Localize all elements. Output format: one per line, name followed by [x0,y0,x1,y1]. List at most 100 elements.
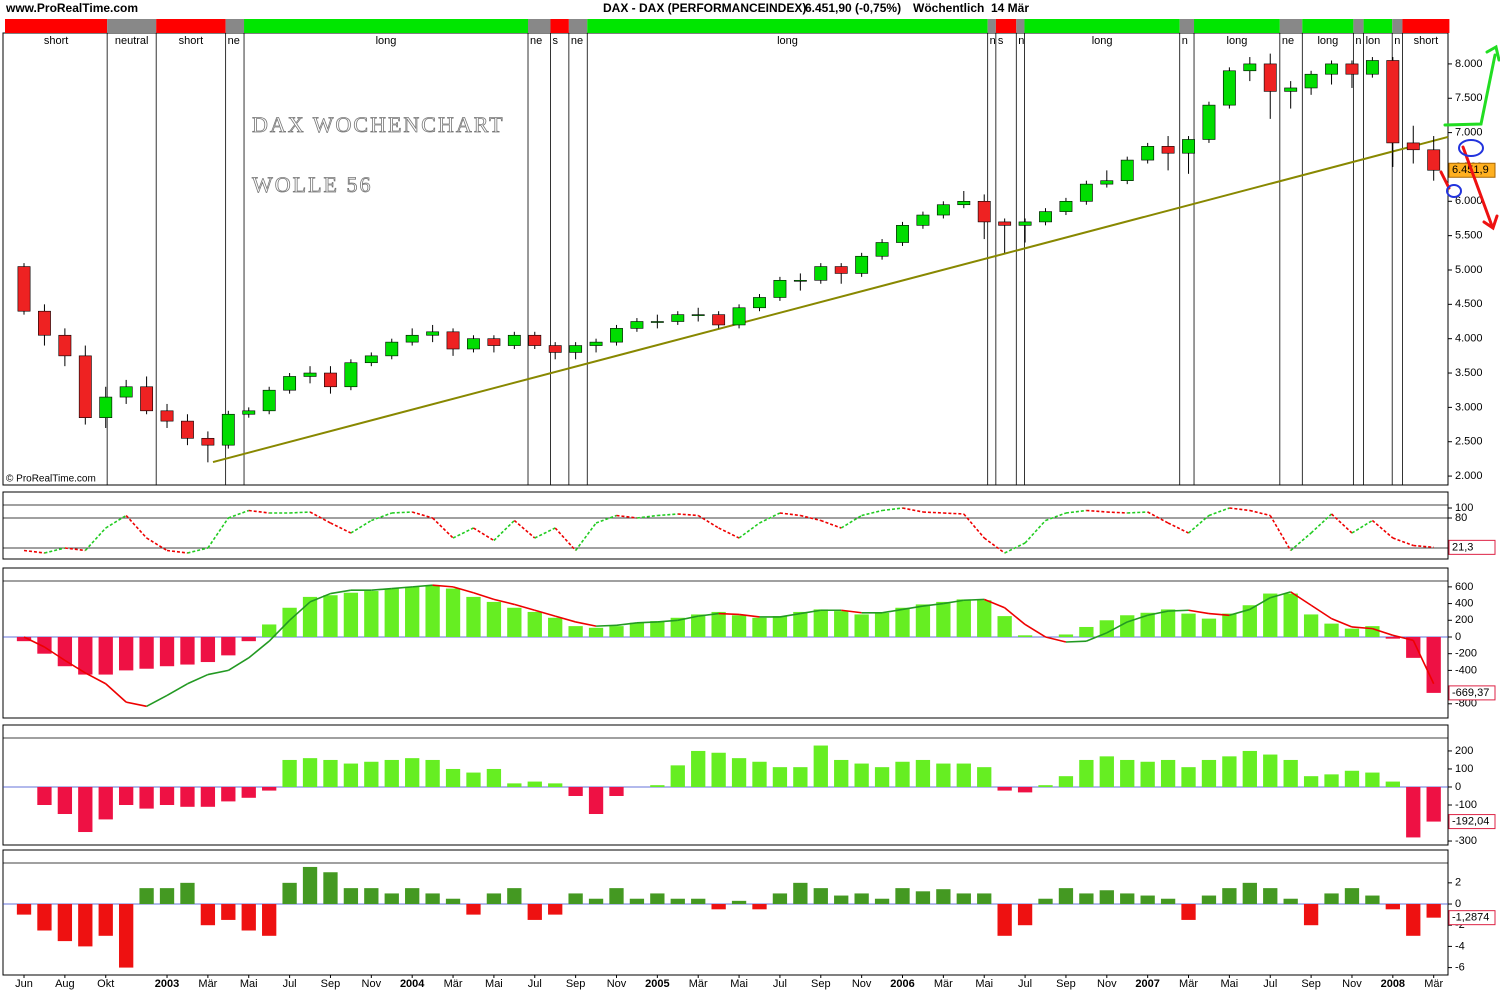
candle-body [160,410,174,422]
bar [221,904,236,920]
bar [874,898,890,905]
bar [1365,626,1380,637]
indicator-line [1229,507,1250,512]
y-tick-label: 3.000 [1455,401,1483,413]
candle-body [569,345,583,353]
indicator-line [881,507,903,512]
bar [588,898,604,905]
indicator-line [432,584,454,588]
indicator-line [1290,532,1312,552]
site-name[interactable]: www.ProRealTime.com [5,1,138,15]
bar [711,904,726,910]
bar [772,616,788,637]
bar [711,611,726,637]
regime-label: n [1355,35,1361,47]
indicator-line [289,511,311,514]
regime-label: short [1414,35,1438,47]
indicator-line [738,613,760,618]
candle-body [1141,146,1155,161]
regime-label: ne [530,35,542,47]
indicator-line [779,512,801,517]
candle-body [793,279,807,282]
indicator-line [227,657,250,672]
regime-segment [587,19,988,33]
regime-segment [1392,19,1403,33]
indicator-line [1024,623,1046,638]
y-tick-label: -4 [1455,940,1465,952]
bar [1058,634,1074,637]
bar [1201,759,1217,787]
x-tick-label: Jul [283,978,297,990]
regime-segment [528,19,551,33]
regime-label: long [1092,35,1113,47]
indicator-line [411,511,433,519]
candle-body [753,297,766,309]
x-tick-label: 2008 [1381,978,1405,990]
regime-label: n [990,35,996,47]
regime-label: long [376,35,397,47]
bar [936,763,951,787]
bar [1385,636,1400,639]
candle-body [998,221,1012,226]
candle-body [650,321,664,323]
bar [302,758,318,787]
indicator-line [616,621,638,627]
regime-segment [1363,19,1393,33]
bar [1099,756,1114,787]
candle-body [1100,180,1114,185]
regime-segment [156,19,226,33]
indicator-line [473,527,495,542]
bar [241,786,256,798]
bar [1263,754,1278,787]
bar [323,759,338,787]
bar [343,888,359,905]
regime-label: short [44,35,68,47]
indicator-line [922,602,944,607]
candle-body [548,345,562,353]
bar [548,904,563,915]
y-tick-label: 3.500 [1455,367,1483,379]
candle-body [344,362,358,388]
bar [262,624,277,637]
bar [507,888,522,905]
bar [78,786,93,833]
green-arrow [1443,53,1497,127]
candle-body [1386,60,1400,144]
candle-body [262,389,276,412]
y-tick-label: 4.000 [1455,333,1483,345]
bar [1283,593,1298,637]
indicator-line [1004,607,1026,626]
bar [364,591,379,637]
bar [895,607,910,637]
indicator-line [166,683,188,697]
bar [507,607,522,637]
candle-body [610,328,623,343]
bar [364,761,379,787]
bar [997,904,1012,936]
bar [119,636,134,671]
annotation: WOLLE 56 [252,172,372,197]
indicator-line [330,522,352,534]
bar [1385,781,1400,787]
period-info: Wöchentlich 14 Mär [913,1,1029,15]
bar [834,895,849,905]
indicator-line [820,519,842,529]
indicator-line [207,517,229,549]
indicator-line [1065,640,1087,643]
bar [1017,904,1033,926]
candle-body [732,307,746,326]
indicator-line [616,514,638,519]
bar [548,783,563,787]
candle-body [324,372,337,388]
bar [1079,759,1094,787]
regime-segment [107,19,157,33]
indicator-line [330,589,352,595]
indicator-line [575,621,597,627]
indicator-line [657,513,678,517]
bar [691,750,706,787]
bar [200,636,216,663]
bar [119,904,134,968]
regime-segment [1024,19,1180,33]
indicator-line [1351,519,1373,534]
bar [1303,776,1319,787]
